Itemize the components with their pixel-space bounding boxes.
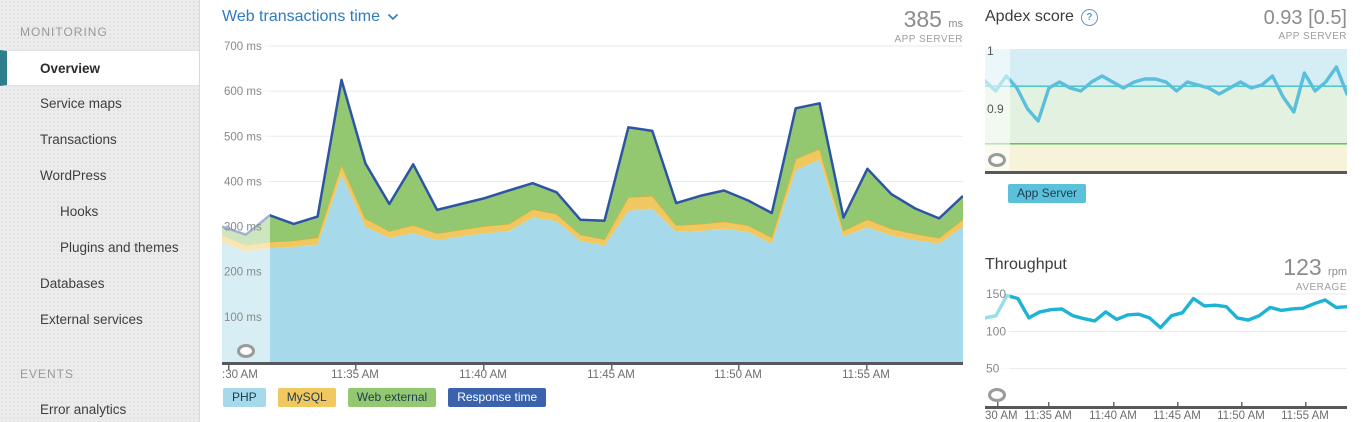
x-tick-label: 11:40 AM — [1089, 410, 1137, 422]
web-transactions-x-axis: :30 AM 11:35 AM 11:40 AM 11:45 AM 11:50 AM 11… — [222, 369, 963, 383]
apdex-scope: APP SERVER — [1278, 31, 1347, 42]
apdex-value: 0.93 [0.5] — [1263, 7, 1347, 29]
web-transactions-summary: 385 ms APP SERVER — [894, 6, 963, 46]
svg-text:50: 50 — [986, 362, 1000, 376]
throughput-chart[interactable]: 150 100 50 — [985, 280, 1347, 413]
svg-text:700 ms: 700 ms — [224, 41, 262, 53]
svg-text:150: 150 — [986, 287, 1006, 301]
sidebar-item-wordpress[interactable]: WordPress — [40, 168, 107, 183]
sidebar-item-databases[interactable]: Databases — [40, 276, 105, 291]
web-transactions-title: Web transactions time — [222, 8, 380, 25]
sidebar: MONITORING Overview Service maps Transactio… — [0, 0, 200, 422]
throughput-value: 123 — [1283, 254, 1322, 280]
sidebar-item-error-analytics[interactable]: Error analytics — [40, 402, 127, 417]
chevron-down-icon — [387, 13, 399, 21]
svg-text:300 ms: 300 ms — [224, 222, 262, 234]
svg-text:1: 1 — [987, 45, 994, 58]
apdex-chart[interactable]: 10.9 — [985, 45, 1347, 181]
throughput-scope: AVERAGE — [1295, 282, 1347, 293]
web-transactions-header: Web transactions time 385 ms APP SERVER — [222, 6, 963, 46]
apdex-header: Apdex score ? 0.93 [0.5] APP SERVER — [985, 8, 1347, 42]
x-tick-label: 11:50 AM — [1217, 410, 1265, 422]
x-tick-label: :30 AM — [222, 369, 258, 381]
svg-text:100: 100 — [986, 324, 1006, 338]
sidebar-section-events: EVENTS — [20, 367, 75, 381]
legend-php[interactable]: PHP — [223, 388, 266, 407]
throughput-unit: rpm — [1328, 266, 1347, 278]
x-tick-label: 30 AM — [985, 410, 1018, 422]
x-tick-label: 11:35 AM — [331, 369, 379, 381]
sidebar-section-monitoring: MONITORING — [20, 25, 108, 39]
help-icon[interactable]: ? — [1080, 8, 1098, 26]
sidebar-item-plugins-and-themes[interactable]: Plugins and themes — [60, 240, 179, 255]
svg-text:100 ms: 100 ms — [224, 312, 262, 324]
svg-text:0.9: 0.9 — [987, 102, 1004, 116]
x-tick-label: 11:40 AM — [459, 369, 507, 381]
x-tick-label: 11:55 AM — [1281, 410, 1329, 422]
x-tick-label: 11:35 AM — [1024, 410, 1072, 422]
throughput-header: Throughput 123 rpm AVERAGE — [985, 254, 1347, 294]
throughput-x-axis: 30 AM 11:35 AM 11:40 AM 11:45 AM 11:50 AM 11:… — [985, 410, 1361, 422]
x-tick-label: 11:45 AM — [587, 369, 635, 381]
throughput-title: Throughput — [985, 256, 1067, 273]
web-transactions-chart[interactable]: 700 ms 600 ms 500 ms 400 ms 300 ms 200 ms 100 … — [222, 40, 963, 374]
web-transactions-scope: APP SERVER — [894, 34, 963, 45]
web-transactions-value: 385 — [903, 6, 942, 32]
svg-text:600 ms: 600 ms — [224, 86, 262, 98]
x-tick-label: 11:55 AM — [842, 369, 890, 381]
sidebar-item-transactions[interactable]: Transactions — [40, 132, 117, 147]
sidebar-item-overview[interactable]: Overview — [0, 50, 199, 86]
legend-response-time[interactable]: Response time — [448, 388, 547, 407]
svg-text:500 ms: 500 ms — [224, 131, 262, 143]
apdex-title: Apdex score — [985, 8, 1074, 25]
legend-mysql[interactable]: MySQL — [277, 388, 336, 407]
x-tick-label: 11:45 AM — [1153, 410, 1201, 422]
throughput-summary: 123 rpm AVERAGE — [1283, 254, 1347, 294]
sidebar-item-hooks[interactable]: Hooks — [60, 204, 99, 219]
svg-text:400 ms: 400 ms — [224, 176, 262, 188]
sidebar-item-external-services[interactable]: External services — [40, 312, 143, 327]
web-transactions-unit: ms — [948, 18, 963, 30]
web-transactions-title-dropdown[interactable]: Web transactions time — [222, 8, 399, 26]
apdex-legend-app-server[interactable]: App Server — [1008, 184, 1087, 203]
apdex-summary: 0.93 [0.5] APP SERVER — [1264, 8, 1347, 42]
svg-text:200 ms: 200 ms — [224, 267, 262, 279]
x-tick-label: 11:50 AM — [714, 369, 762, 381]
web-transactions-legend: PHP MySQL Web external Response time — [223, 388, 547, 407]
sidebar-item-service-maps[interactable]: Service maps — [40, 96, 122, 111]
legend-web-external[interactable]: Web external — [347, 388, 437, 407]
